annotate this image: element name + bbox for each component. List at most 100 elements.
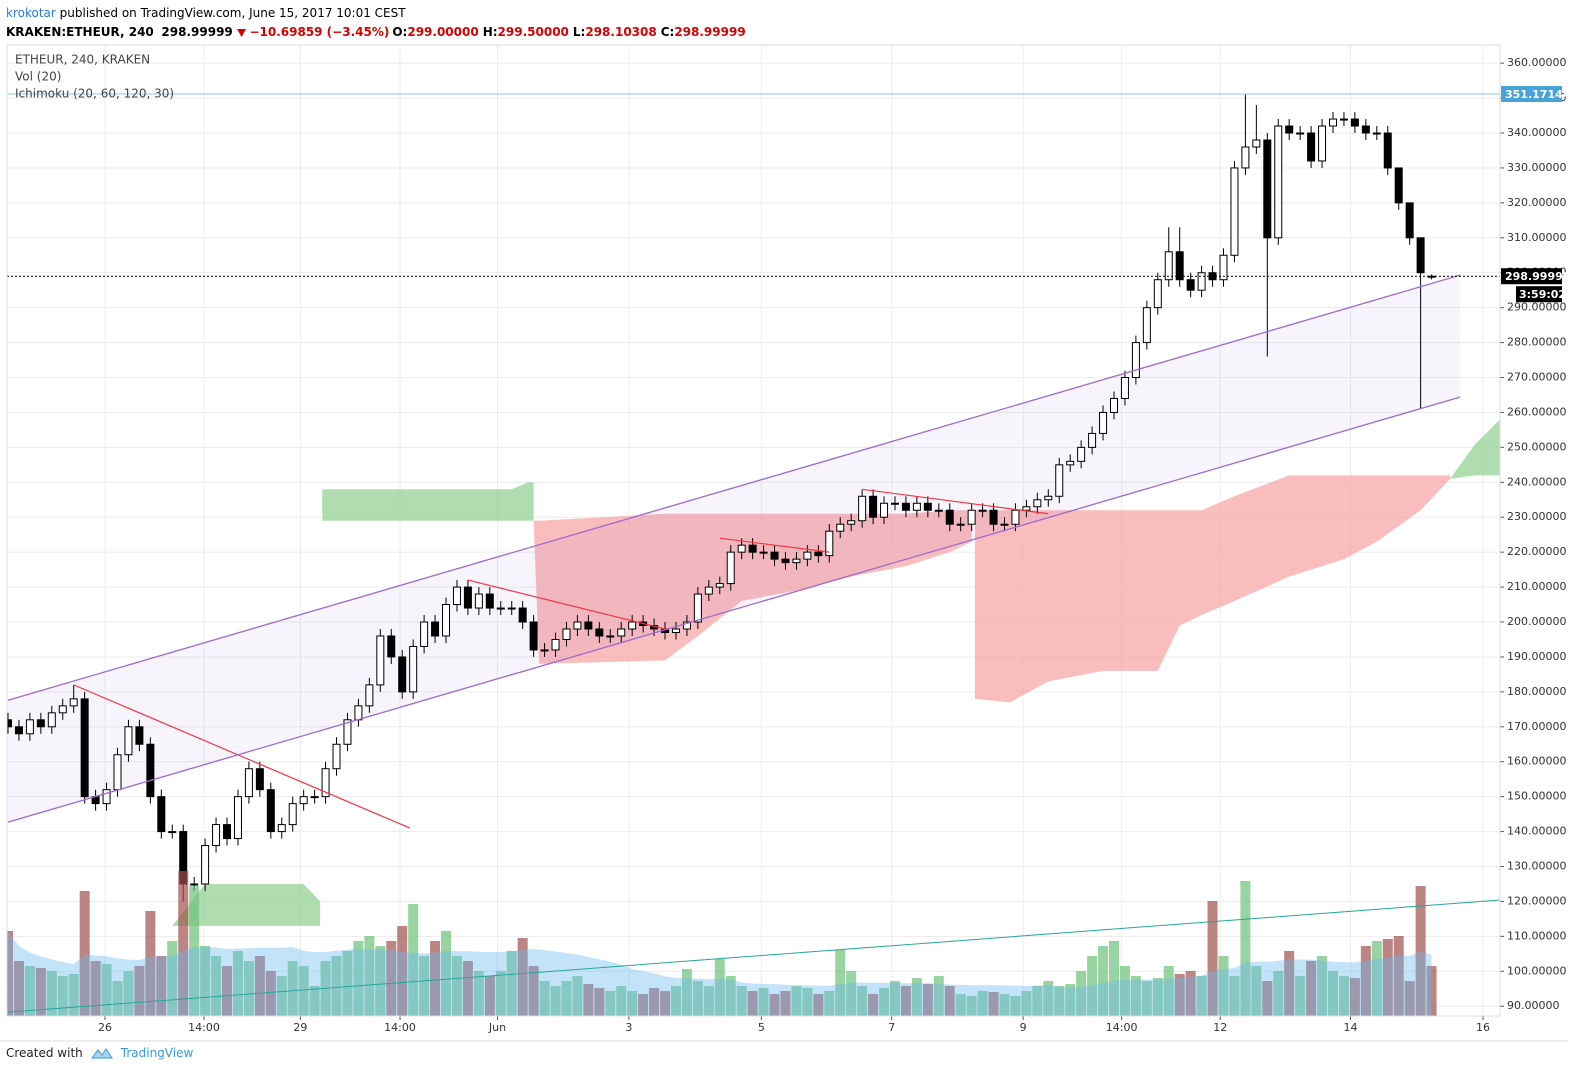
channel-line — [7, 274, 1461, 701]
legend-entry: Ichimoku (20, 60, 120, 30) — [15, 87, 174, 101]
author[interactable]: krokotar — [6, 6, 56, 20]
candle-body — [584, 621, 593, 630]
volume-bar — [638, 994, 649, 1016]
candle-body — [343, 719, 352, 745]
volume-bar — [1328, 971, 1339, 1016]
volume-bar — [1196, 976, 1207, 1016]
candle-body — [1142, 307, 1151, 344]
ichimoku-cloud — [1450, 419, 1500, 479]
volume-bar — [57, 976, 68, 1016]
volume-bar — [24, 966, 35, 1016]
volume-bar — [583, 984, 594, 1016]
volume-bar — [232, 951, 243, 1016]
volume-bar — [999, 994, 1010, 1016]
volume-bar — [1119, 966, 1130, 1016]
candle-body — [201, 845, 210, 885]
candle-body — [420, 621, 429, 647]
candle-body — [1296, 132, 1305, 135]
x-tick-label: 29 — [293, 1021, 307, 1034]
price-label: 298.99999 — [1505, 270, 1569, 283]
volume-bar — [758, 988, 769, 1016]
y-tick-label: 290.00000 — [1507, 301, 1567, 314]
candle-body — [1405, 202, 1414, 239]
candle-body — [463, 586, 472, 609]
volume-bar — [1021, 991, 1032, 1016]
candle-body — [671, 628, 680, 633]
volume-bar — [134, 966, 145, 1016]
symbol: KRAKEN:ETHEUR, 240 — [6, 25, 154, 39]
price-label-bg — [1501, 268, 1562, 285]
candle-body — [1339, 118, 1348, 121]
candle-body — [1318, 125, 1327, 162]
volume-bar — [1251, 966, 1262, 1016]
y-tick-label: 160.00000 — [1507, 755, 1567, 768]
y-tick-label: 140.00000 — [1507, 825, 1567, 838]
volume-bar — [1076, 971, 1087, 1016]
volume-bar — [539, 981, 550, 1016]
volume-bar — [243, 961, 254, 1016]
candle-body — [223, 824, 232, 840]
volume-bar — [1032, 986, 1043, 1016]
ichimoku-cloud — [172, 883, 321, 926]
y-tick-label: 280.00000 — [1507, 336, 1567, 349]
trendline — [73, 684, 411, 829]
volume-bar — [616, 986, 627, 1016]
candle-body — [781, 558, 790, 564]
price-label: 351.17144 — [1505, 88, 1569, 101]
volume-bar — [1240, 881, 1251, 1016]
x-tick-label: 14:00 — [384, 1021, 416, 1034]
candle-body — [1044, 495, 1053, 501]
ohlc-key: L: — [572, 25, 586, 39]
volume-bar — [79, 891, 90, 1016]
volume-bar — [988, 992, 999, 1016]
candle-body — [1394, 167, 1403, 204]
volume-bar — [430, 941, 441, 1016]
volume-bar — [1098, 946, 1109, 1016]
volume-bar — [1152, 978, 1163, 1016]
volume-bar — [13, 961, 24, 1016]
ohlc-value: 299.50000 — [497, 25, 569, 39]
ichimoku-cloud — [974, 475, 1451, 703]
candle-body — [715, 583, 724, 588]
candle-body — [1197, 272, 1206, 291]
plot-border — [6, 44, 1501, 1017]
volume-bar — [189, 886, 200, 1016]
candle-body — [157, 796, 166, 833]
candle-body — [354, 705, 363, 721]
volume-bar — [342, 951, 353, 1016]
y-tick-label: 170.00000 — [1507, 720, 1567, 733]
candle-body — [69, 698, 78, 707]
volume-bar — [1273, 971, 1284, 1016]
candle-body — [409, 645, 418, 693]
volume-bar — [769, 994, 780, 1016]
volume-bar — [287, 961, 298, 1016]
volume-bar — [703, 986, 714, 1016]
candle-body — [836, 523, 845, 532]
candle-body — [288, 803, 297, 826]
volume-bar — [451, 956, 462, 1016]
brand[interactable]: TradingView — [120, 1046, 194, 1060]
volume-bar — [178, 871, 189, 1016]
volume-bar — [353, 941, 364, 1016]
volume-bar — [495, 971, 506, 1016]
candle-body — [934, 509, 943, 512]
x-tick-label: 5 — [758, 1021, 765, 1034]
candle-body — [1241, 146, 1250, 169]
candle-body — [474, 593, 483, 609]
candle-body — [551, 638, 560, 651]
candle-body — [1274, 125, 1283, 239]
candle-body — [1285, 125, 1294, 134]
x-tick-label: 3 — [625, 1021, 632, 1034]
candle-body — [1361, 125, 1370, 134]
volume-bar — [889, 981, 900, 1016]
candle-body — [858, 495, 867, 522]
candle-body — [1230, 167, 1239, 256]
candle-body — [146, 743, 155, 798]
candle-body — [102, 789, 111, 805]
candle-body — [1055, 464, 1064, 497]
volume-bar — [419, 956, 430, 1016]
x-tick-label: 26 — [98, 1021, 112, 1034]
volume-bar — [1382, 939, 1393, 1016]
volume-bar — [123, 971, 134, 1016]
